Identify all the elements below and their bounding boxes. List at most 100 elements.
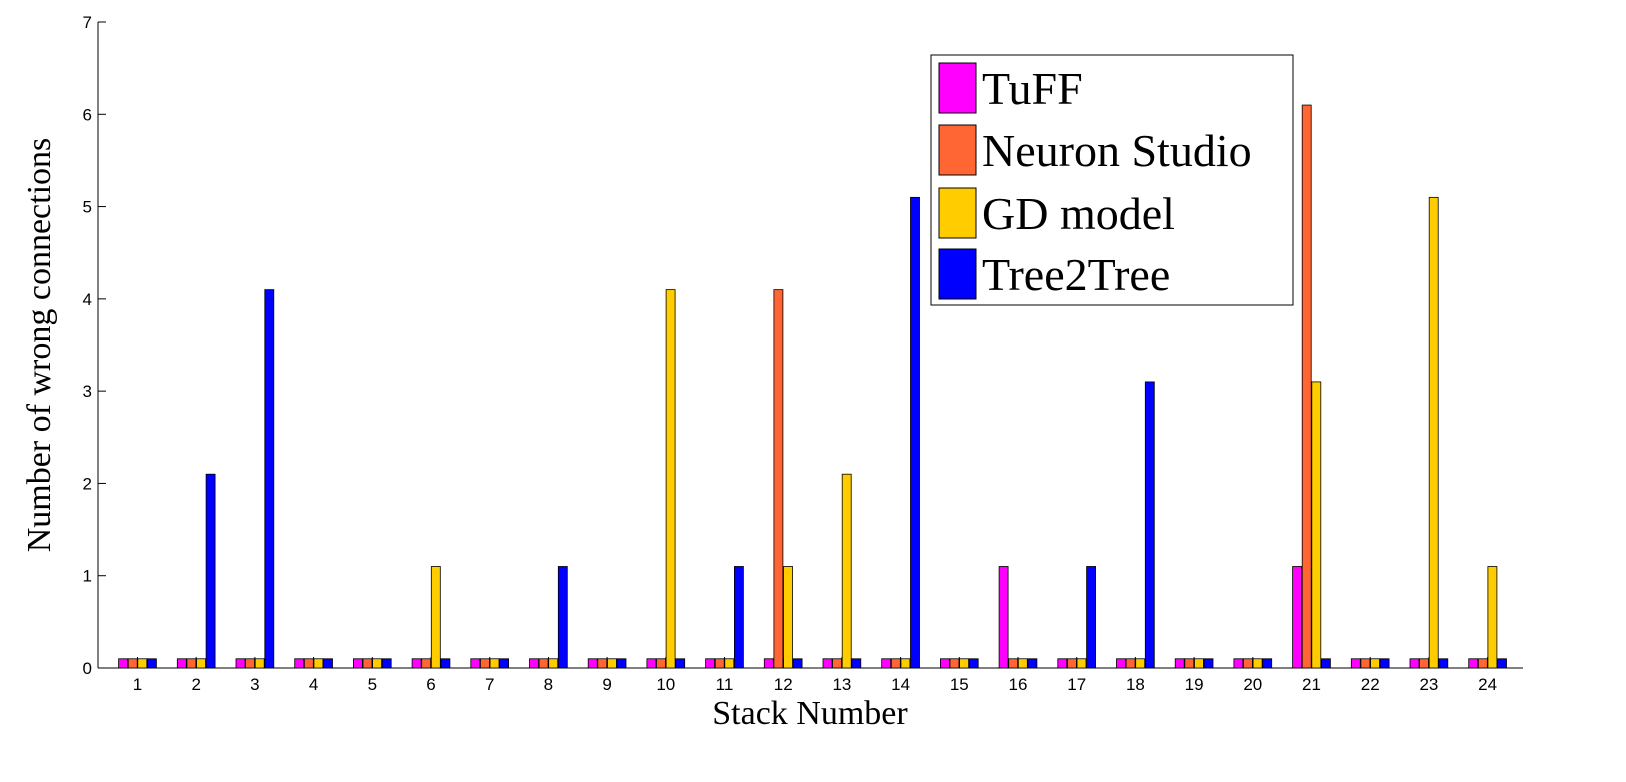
bar-tree2tree-21 [1321, 658, 1331, 669]
y-tick-label: 2 [83, 474, 92, 493]
whiskers [137, 657, 1489, 667]
bar-tuff-10 [646, 658, 657, 669]
bar-neuron-studio-3 [245, 658, 256, 669]
bar-tree2tree-23 [1438, 658, 1449, 669]
bar-neuron-studio-12 [773, 289, 784, 669]
bar-gd-model-19 [1194, 658, 1204, 669]
bar-gd-model-1 [137, 658, 148, 669]
bar-gd-model-14 [900, 658, 911, 669]
bar-neuron-studio-16 [1008, 658, 1019, 669]
bar-tuff-3 [235, 658, 246, 669]
bar-tuff-4 [294, 658, 305, 669]
x-tick-label: 18 [1126, 675, 1145, 694]
bar-tuff-1 [118, 658, 128, 669]
bar-gd-model-21 [1311, 381, 1322, 669]
bar-tuff-23 [1409, 658, 1420, 669]
bar-tuff-6 [411, 658, 422, 669]
bar-tree2tree-24 [1497, 658, 1507, 669]
bar-neuron-studio-9 [597, 658, 608, 669]
x-tick-label: 8 [544, 675, 553, 694]
bar-tree2tree-13 [851, 658, 862, 669]
y-tick-label: 6 [83, 105, 92, 124]
bar-neuron-studio-2 [186, 658, 197, 669]
axes [97, 22, 1523, 669]
bar-gd-model-12 [783, 566, 793, 669]
bar-gd-model-17 [1076, 658, 1087, 669]
bar-tuff-7 [470, 658, 481, 669]
bar-tuff-13 [822, 658, 833, 669]
x-tick-label: 3 [250, 675, 259, 694]
bar-tuff-5 [352, 658, 363, 669]
x-tick-label: 2 [191, 675, 200, 694]
legend-box [930, 54, 1294, 306]
bar-neuron-studio-8 [538, 658, 549, 669]
x-tick-label: 16 [1009, 675, 1028, 694]
bar-gd-model-11 [724, 658, 735, 669]
y-axis-title: Number of wrong connections [21, 138, 58, 553]
bar-tree2tree-14 [910, 196, 920, 669]
bar-tree2tree-7 [499, 658, 510, 669]
bar-neuron-studio-17 [1067, 658, 1077, 669]
bar-tuff-9 [587, 658, 598, 669]
bar-neuron-studio-15 [949, 658, 960, 669]
legend-label-tuff: TuFF [982, 63, 1083, 114]
bar-neuron-studio-21 [1301, 104, 1312, 669]
bar-tree2tree-16 [1027, 658, 1038, 669]
bar-gd-model-23 [1428, 196, 1439, 669]
bar-tree2tree-17 [1086, 566, 1096, 669]
x-tick-label: 19 [1185, 675, 1204, 694]
bar-neuron-studio-10 [656, 658, 666, 669]
bar-neuron-studio-7 [479, 658, 490, 669]
bar-gd-model-4 [313, 658, 324, 669]
x-tick-label: 22 [1361, 675, 1380, 694]
y-ticks: 0 1 2 3 4 5 6 7 [83, 13, 106, 678]
x-tick-label: 7 [485, 675, 494, 694]
x-tick-label: 5 [368, 675, 377, 694]
y-tick-label: 0 [83, 659, 92, 678]
bar-neuron-studio-4 [303, 658, 314, 669]
bar-tuff-18 [1116, 658, 1126, 669]
bar-tuff-19 [1174, 658, 1185, 669]
bar-neuron-studio-23 [1419, 658, 1429, 669]
bar-neuron-studio-19 [1184, 658, 1195, 669]
bar-tree2tree-2 [205, 473, 216, 669]
bar-neuron-studio-22 [1360, 658, 1371, 669]
y-tick-label: 1 [83, 567, 92, 586]
bar-tree2tree-22 [1379, 658, 1390, 669]
bar-tuff-21 [1292, 566, 1302, 669]
legend-swatch-tuff [938, 62, 977, 114]
bar-gd-model-13 [841, 473, 852, 669]
x-tick-label: 13 [832, 675, 851, 694]
bar-tree2tree-8 [557, 566, 568, 669]
bar-neuron-studio-24 [1477, 658, 1488, 669]
bar-gd-model-22 [1370, 658, 1380, 669]
bar-tuff-20 [1233, 658, 1244, 669]
bar-tree2tree-19 [1203, 658, 1214, 669]
bar-gd-model-6 [430, 566, 441, 669]
bar-tree2tree-11 [734, 566, 744, 669]
bar-gd-model-15 [959, 658, 969, 669]
bar-tree2tree-6 [440, 658, 451, 669]
bar-tree2tree-15 [968, 658, 979, 669]
bar-neuron-studio-6 [421, 658, 432, 669]
bar-tree2tree-5 [381, 658, 392, 669]
bar-neuron-studio-11 [714, 658, 725, 669]
bar-tuff-22 [1350, 658, 1361, 669]
bar-tree2tree-4 [323, 658, 333, 669]
bar-tuff-12 [763, 658, 774, 669]
bar-tree2tree-12 [792, 658, 803, 669]
x-tick-label: 10 [656, 675, 675, 694]
bar-tree2tree-18 [1144, 381, 1155, 669]
bar-gd-model-7 [489, 658, 500, 669]
bar-gd-model-8 [548, 658, 559, 669]
bar-tree2tree-20 [1262, 658, 1273, 669]
x-tick-label: 17 [1067, 675, 1086, 694]
legend-swatch-neuron-studio [938, 124, 977, 176]
bar-gd-model-24 [1487, 566, 1498, 669]
legend: TuFF Neuron Studio GD model Tree2Tree [930, 54, 1294, 306]
bar-tuff-17 [1057, 658, 1068, 669]
x-tick-label: 21 [1302, 675, 1321, 694]
legend-label-gd-model: GD model [982, 188, 1175, 239]
bar-tuff-15 [940, 658, 950, 669]
legend-label-tree2tree: Tree2Tree [982, 249, 1170, 300]
